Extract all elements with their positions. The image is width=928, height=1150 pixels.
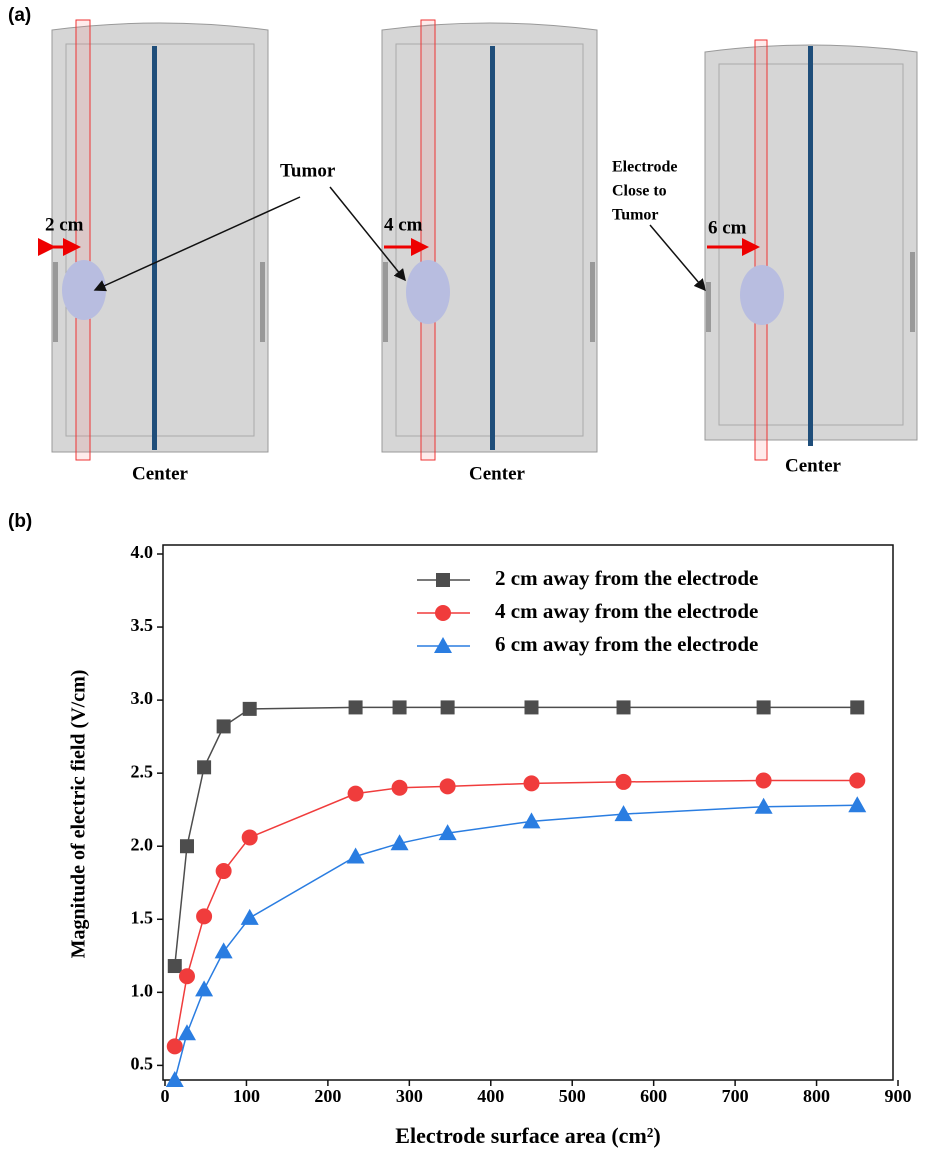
marker	[178, 968, 195, 985]
panel-label: (a)	[8, 5, 31, 26]
electrode-note: Tumor	[612, 207, 659, 224]
panel-label: (b)	[8, 511, 32, 532]
marker	[348, 700, 363, 715]
center-label: Center	[132, 463, 188, 484]
marker	[391, 779, 408, 796]
y-tick-label: 3.5	[131, 615, 154, 635]
marker	[390, 834, 409, 851]
series-line	[174, 804, 858, 1081]
x-axis-label: Electrode surface area (cm²)	[395, 1123, 660, 1148]
y-tick-label: 2.0	[131, 834, 154, 854]
distance-label: 6 cm	[708, 217, 747, 238]
marker	[241, 829, 258, 846]
electrode-note: Close to	[612, 183, 667, 200]
marker	[240, 908, 259, 925]
marker	[392, 700, 407, 715]
marker	[166, 1038, 183, 1055]
legend-marker	[434, 637, 452, 653]
marker	[215, 863, 232, 880]
marker	[346, 847, 365, 864]
distance-label: 2 cm	[45, 214, 84, 235]
marker	[177, 1024, 196, 1041]
x-tick-label: 300	[396, 1086, 423, 1106]
marker	[167, 959, 182, 974]
x-tick-label: 700	[722, 1086, 749, 1106]
marker	[438, 824, 457, 841]
marker	[614, 805, 633, 822]
marker	[848, 796, 867, 813]
marker	[197, 760, 212, 775]
y-tick-label: 2.5	[131, 761, 154, 781]
marker	[524, 700, 539, 715]
legend-marker	[436, 573, 450, 587]
x-tick-label: 100	[233, 1086, 260, 1106]
marker	[615, 773, 632, 790]
marker	[195, 980, 214, 997]
series-line	[174, 779, 858, 1047]
plot-frame	[162, 544, 894, 1081]
y-tick-label: 0.5	[131, 1054, 154, 1074]
legend-marker	[435, 605, 451, 621]
electrode-note: Electrode	[612, 159, 677, 176]
marker	[196, 908, 213, 925]
marker	[216, 719, 231, 734]
series-line	[174, 706, 858, 967]
legend-label: 2 cm away from the electrode	[495, 566, 758, 590]
x-tick-label: 0	[161, 1086, 170, 1106]
model-2	[381, 19, 598, 461]
y-tick-label: 3.0	[131, 688, 154, 708]
marker	[849, 772, 866, 789]
marker	[756, 700, 771, 715]
marker	[179, 839, 194, 854]
marker	[214, 942, 233, 959]
x-tick-label: 400	[477, 1086, 504, 1106]
model-1	[51, 19, 269, 461]
marker	[616, 700, 631, 715]
marker	[755, 772, 772, 789]
legend-label: 6 cm away from the electrode	[495, 632, 758, 656]
x-tick-label: 200	[314, 1086, 341, 1106]
x-tick-label: 600	[640, 1086, 667, 1106]
marker	[523, 775, 540, 792]
annotations	[38, 186, 760, 292]
marker	[165, 1071, 184, 1087]
tumor-label: Tumor	[280, 160, 336, 181]
marker	[850, 700, 865, 715]
marker	[440, 700, 455, 715]
marker	[242, 701, 257, 716]
marker	[347, 785, 364, 802]
x-tick-label: 500	[559, 1086, 586, 1106]
center-label: Center	[469, 463, 525, 484]
x-tick-label: 800	[803, 1086, 830, 1106]
x-tick-label: 900	[885, 1086, 912, 1106]
legend-label: 4 cm away from the electrode	[495, 599, 758, 623]
marker	[754, 797, 773, 814]
distance-label: 4 cm	[384, 214, 423, 235]
y-axis-label: Magnitude of electric field (V/cm)	[68, 670, 90, 959]
center-label: Center	[785, 455, 841, 476]
marker	[522, 812, 541, 829]
y-tick-label: 1.5	[131, 907, 154, 927]
model-3	[704, 39, 918, 461]
marker	[439, 778, 456, 795]
y-tick-label: 4.0	[131, 542, 154, 562]
y-tick-label: 1.0	[131, 980, 154, 1000]
